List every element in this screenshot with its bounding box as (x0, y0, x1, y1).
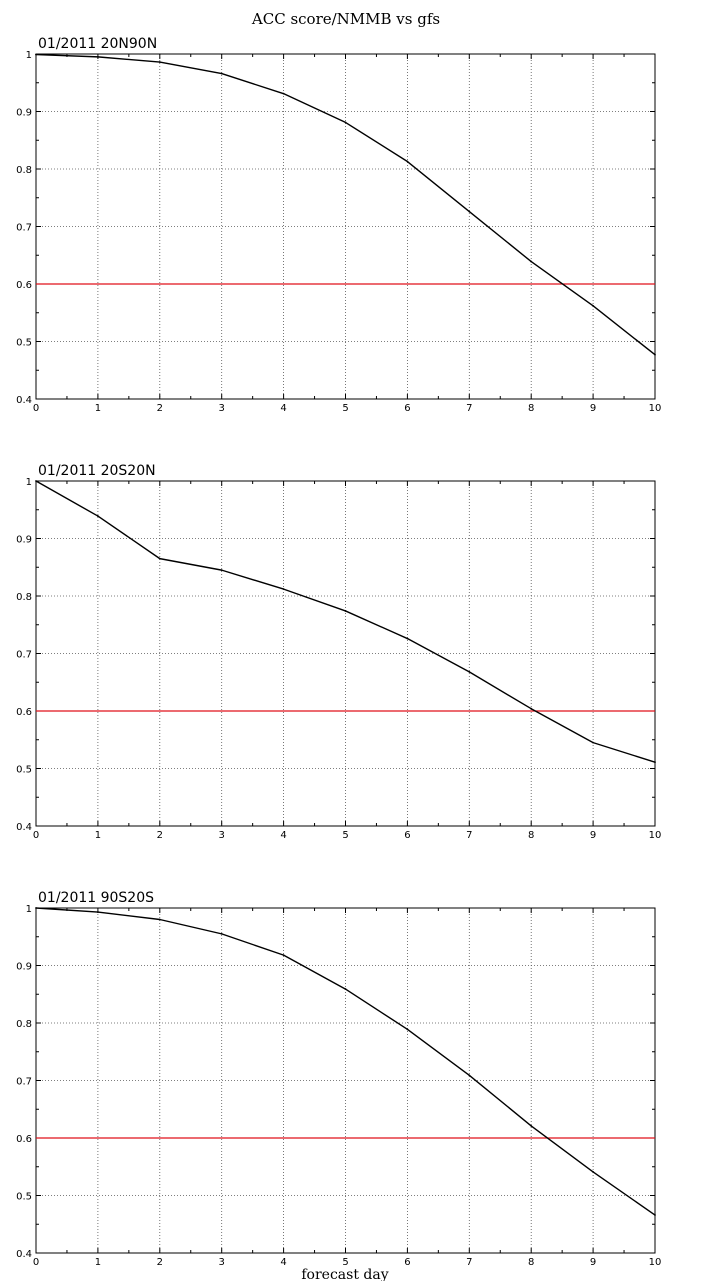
x-tick-label: 7 (466, 830, 472, 841)
data-point (406, 1028, 409, 1031)
x-tick-label: 4 (280, 830, 286, 841)
x-tick-label: 5 (342, 403, 348, 414)
x-tick-label: 0 (33, 403, 39, 414)
y-tick-label: 0.5 (16, 338, 32, 349)
y-tick-label: 0.6 (16, 280, 32, 291)
data-point (282, 92, 285, 95)
data-point (344, 988, 347, 990)
x-tick-label: 8 (528, 830, 534, 841)
x-tick-label: 6 (404, 830, 410, 841)
y-tick-label: 0.6 (16, 1134, 32, 1145)
chart-panel-1: 01/2011 20N90N 0 1 2 3 4 5 6 7 8 9 10 0.4 0.5 0.6 0.7 0.… (16, 36, 661, 414)
x-axis-label: forecast day (301, 1267, 388, 1281)
x-tick-label: 3 (219, 403, 225, 414)
y-tick-label: 0.6 (16, 707, 32, 718)
data-point (220, 569, 223, 572)
x-tick-label: 6 (404, 403, 410, 414)
x-tick-label: 9 (590, 1257, 596, 1268)
x-tick-label: 9 (590, 403, 596, 414)
data-point (282, 954, 285, 957)
data-point (220, 932, 223, 935)
x-tick-label: 0 (33, 830, 39, 841)
x-tick-label: 2 (157, 1257, 163, 1268)
y-tick-label: 0.5 (16, 765, 32, 776)
x-tick-label: 3 (219, 1257, 225, 1268)
data-point (654, 761, 656, 764)
data-point (220, 72, 223, 75)
data-point (468, 671, 471, 673)
figure-title: ACC score/NMMB vs gfs (251, 10, 440, 28)
chart-panel-2: 01/2011 20S20N 0 1 2 3 4 5 6 7 8 9 10 0.4 0.5 0.6 0.7 0.… (16, 463, 661, 841)
panel-title: 01/2011 20N90N (38, 36, 157, 52)
x-tick-label: 3 (219, 830, 225, 841)
data-point (344, 610, 347, 612)
y-tick-label: 0.4 (16, 395, 32, 406)
x-tick-label: 10 (649, 403, 662, 414)
panel-title: 01/2011 90S20S (38, 890, 154, 906)
y-tick-label: 1 (26, 904, 32, 915)
x-tick-label: 6 (404, 1257, 410, 1268)
chart-panel-3: 01/2011 90S20S 0 1 2 3 4 5 6 7 8 9 10 0.4 0.5 0.6 0.7 0.… (16, 890, 661, 1268)
data-point (530, 707, 533, 710)
y-tick-label: 0.7 (16, 650, 32, 661)
y-tick-label: 0.9 (16, 535, 32, 546)
x-tick-label: 1 (95, 830, 101, 841)
data-point (406, 637, 409, 640)
x-tick-label: 9 (590, 830, 596, 841)
x-tick-label: 7 (466, 1257, 472, 1268)
y-tick-label: 0.5 (16, 1192, 32, 1203)
data-point (282, 588, 285, 590)
x-tick-label: 1 (95, 1257, 101, 1268)
data-point (97, 515, 99, 517)
data-point (530, 1125, 533, 1127)
panel-title: 01/2011 20S20N (38, 463, 156, 479)
data-point (592, 741, 594, 744)
x-tick-label: 0 (33, 1257, 39, 1268)
x-tick-label: 1 (95, 403, 101, 414)
data-point (158, 557, 161, 560)
data-point (158, 61, 161, 63)
data-point (35, 907, 37, 909)
x-tick-label: 8 (528, 403, 534, 414)
data-point (97, 55, 99, 58)
y-tick-label: 1 (26, 477, 32, 488)
data-point (592, 304, 594, 307)
data-point (97, 911, 99, 913)
x-tick-label: 4 (280, 1257, 286, 1268)
data-point (468, 1074, 471, 1077)
data-point (468, 210, 471, 213)
data-point (530, 260, 533, 263)
y-tick-label: 0.7 (16, 1077, 32, 1088)
x-tick-label: 2 (157, 403, 163, 414)
y-tick-label: 0.7 (16, 223, 32, 234)
data-point (592, 1171, 594, 1173)
y-tick-label: 1 (26, 50, 32, 61)
data-point (158, 918, 161, 921)
data-point (406, 160, 409, 163)
y-tick-label: 0.8 (16, 1019, 32, 1030)
x-tick-label: 10 (649, 830, 662, 841)
y-tick-label: 0.9 (16, 108, 32, 119)
x-tick-label: 8 (528, 1257, 534, 1268)
y-tick-label: 0.8 (16, 592, 32, 603)
data-point (35, 53, 37, 56)
y-tick-label: 0.9 (16, 962, 32, 973)
data-point (344, 121, 347, 124)
x-tick-label: 10 (649, 1257, 662, 1268)
y-tick-label: 0.4 (16, 822, 32, 833)
data-point (654, 353, 656, 356)
x-tick-label: 7 (466, 403, 472, 414)
x-tick-label: 4 (280, 403, 286, 414)
data-point (35, 480, 37, 482)
x-tick-label: 5 (342, 830, 348, 841)
data-point (654, 1214, 656, 1216)
y-tick-label: 0.8 (16, 165, 32, 176)
y-tick-label: 0.4 (16, 1249, 32, 1260)
x-tick-label: 2 (157, 830, 163, 841)
x-tick-label: 5 (342, 1257, 348, 1268)
